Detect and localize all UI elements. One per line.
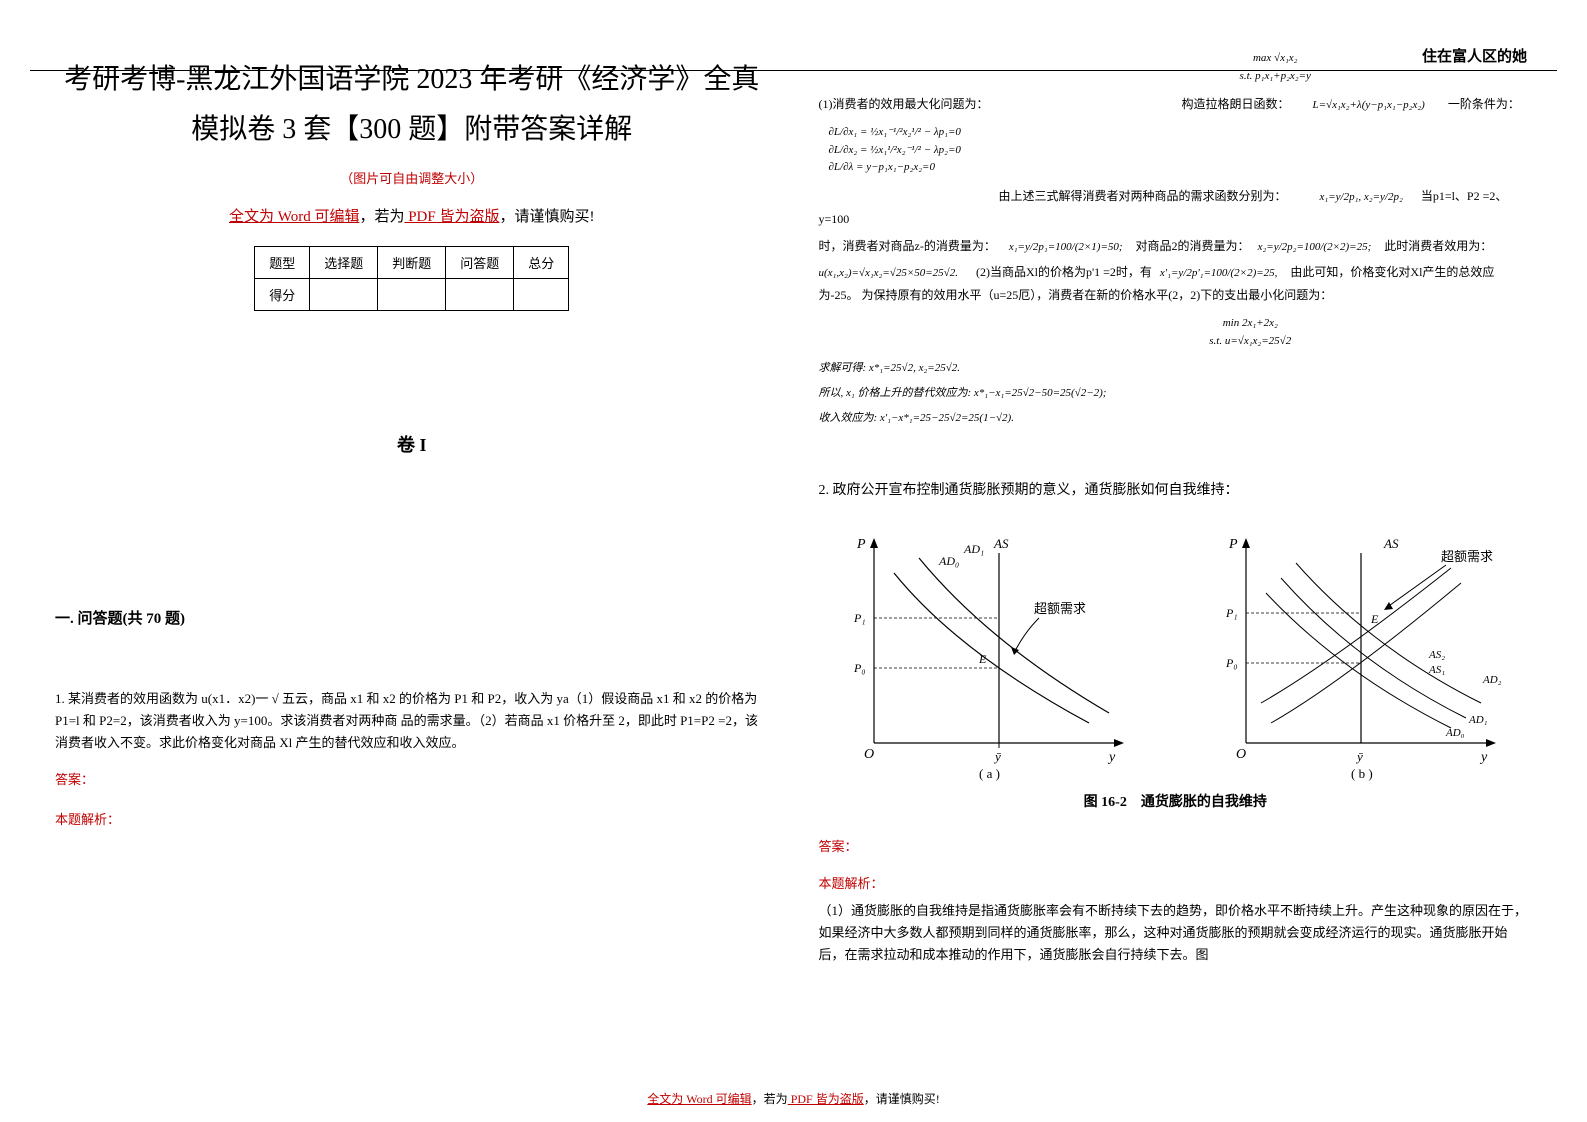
footer-mid: ，若为 [752,1092,788,1106]
q1-solution: max √x₁x₂ s.t. p₁x₁+p₂x₂=y (1)消费者的效用最大化问… [819,50,1533,429]
formula-max: max √x₁x₂ s.t. p₁x₁+p₂x₂=y [1019,50,1533,85]
label-AD1: AD₁ [963,542,984,556]
q2-answer-label: 答案： [819,836,1533,855]
label-P0-b: P₀ [1225,656,1238,670]
page-container: 考研考博-黑龙江外国语学院 2023 年考研《经济学》全真模拟卷 3 套【300… [0,0,1587,1122]
q1-text: 1. 某消费者的效用函数为 u(x1．x2)一 √ 五云，商品 x1 和 x2 … [55,688,769,754]
purchase-warning: ，请谨慎购买! [500,209,595,225]
label-O-b: O [1236,747,1246,762]
sol-line9: u(x₁,x₂)=√x₁x₂=√25×50=25√2. (2)当商品Xl的价格为… [819,261,1533,307]
label-AD0-b: AD₀ [1445,727,1465,739]
sol-line1: (1)消费者的效用最大化问题为： 构造拉格朗日函数： L=√x₁x₂+λ(y−p… [819,93,1533,116]
th-qa: 问答题 [446,246,514,278]
footer-pdf: PDF 皆为盗版 [788,1092,864,1106]
td-empty [378,278,446,310]
label-AD1-b: AD₁ [1468,714,1488,726]
formula-min: min 2x₁+2x₂ s.t. u=√x₁x₂=25√2 [969,315,1533,350]
label-P1-b: P₁ [1225,606,1238,620]
partial-derivatives: ∂L/∂x₁ = ½x₁⁻¹/²x₂¹/² − λp₁=0 ∂L/∂x₂ = ½… [829,124,1533,177]
label-ybar: ȳ [993,749,1001,764]
sol-f9: 求解可得: x*₁=25√2, x₂=25√2. [819,358,1533,379]
label-E-b: E [1370,612,1379,626]
label-P0: P₀ [853,661,866,675]
table-header-row: 题型 选择题 判断题 问答题 总分 [255,246,569,278]
th-type: 题型 [255,246,310,278]
footer-suffix: ，请谨慎购买! [864,1092,940,1106]
sol-line6: 时，消费者对商品z-的消费量为： x₁=y/2p₁=100/(2×1)=50; … [819,235,1533,258]
label-E: E [978,652,987,666]
label-P-b: P [1228,537,1238,552]
label-AS: AS [993,536,1009,551]
label-AS1: AS₁ [1428,664,1445,676]
q2-analysis-text: （1）通货膨胀的自我维持是指通货膨胀率会有不断持续下去的趋势，即价格水平不断持续… [819,900,1533,966]
label-y: y [1107,750,1116,765]
label-AD2: AD₂ [1482,674,1502,686]
left-column: 考研考博-黑龙江外国语学院 2023 年考研《经济学》全真模拟卷 3 套【300… [30,40,794,1092]
footer-note: 全文为 Word 可编辑，若为 PDF 皆为盗版，请谨慎购买! [647,1090,939,1107]
sol-line4: 由上述三式解得消费者对两种商品的需求函数分别为： x₁=y/2p₁, x₂=y/… [819,189,1508,226]
label-P1: P₁ [853,611,866,625]
pdf-piracy: PDF 皆为盗版 [404,209,499,225]
sol-f11: 收入效应为: x'₁−x*₁=25−25√2=25(1−√2). [819,408,1533,429]
th-choice: 选择题 [310,246,378,278]
th-judge: 判断题 [378,246,446,278]
chart-a: P O y AS AD₀ AD₁ P₁ P₀ E [839,523,1139,783]
main-title: 考研考博-黑龙江外国语学院 2023 年考研《经济学》全真模拟卷 3 套【300… [55,55,769,156]
label-O: O [864,747,874,762]
label-y-b: y [1479,750,1488,765]
edition-note: 全文为 Word 可编辑，若为 PDF 皆为盗版，请谨慎购买! [55,205,769,226]
question-1: 1. 某消费者的效用函数为 u(x1．x2)一 √ 五云，商品 x1 和 x2 … [55,688,769,831]
chart-caption: 图 16-2 通货膨胀的自我维持 [819,791,1533,811]
label-sub-b: ( b ) [1351,766,1373,781]
footer-word: 全文为 Word 可编辑 [647,1092,751,1106]
charts: P O y AS AD₀ AD₁ P₁ P₀ E [819,523,1533,783]
q2-analysis-label: 本题解析： [819,873,1533,892]
image-size-note: （图片可自由调整大小） [55,168,769,187]
label-excess-b: 超额需求 [1441,549,1493,564]
volume-title: 卷 I [55,431,769,457]
label-AD0: AD₀ [938,554,959,568]
td-score-label: 得分 [255,278,310,310]
label-sub-a: ( a ) [979,766,1000,781]
q2-title: 2. 政府公开宣布控制通货膨胀预期的意义，通货膨胀如何自我维持： [819,479,1533,503]
td-empty [446,278,514,310]
word-editable: 全文为 Word 可编辑 [229,209,359,225]
sol-f10: 所以, x₁ 价格上升的替代效应为: x*₁−x₁=25√2−50=25(√2−… [819,383,1533,404]
label-excess-a: 超额需求 [1034,601,1086,616]
pdf-note-mid: ，若为 [359,209,404,225]
score-table: 题型 选择题 判断题 问答题 总分 得分 [254,246,569,311]
label-ybar-b: ȳ [1355,749,1363,764]
th-total: 总分 [514,246,569,278]
label-AS2: AS₂ [1428,649,1445,661]
label-P: P [856,537,866,552]
chart-b: P O y AS AS₁ AS₂ AD₀ AD₁ [1211,523,1511,783]
label-AS-b: AS [1383,536,1399,551]
q1-analysis-label: 本题解析： [55,809,769,831]
td-empty [310,278,378,310]
table-score-row: 得分 [255,278,569,310]
td-empty [514,278,569,310]
section-title: 一. 问答题(共 70 题) [55,607,769,628]
right-column: max √x₁x₂ s.t. p₁x₁+p₂x₂=y (1)消费者的效用最大化问… [794,40,1558,1092]
q1-answer-label: 答案： [55,769,769,791]
